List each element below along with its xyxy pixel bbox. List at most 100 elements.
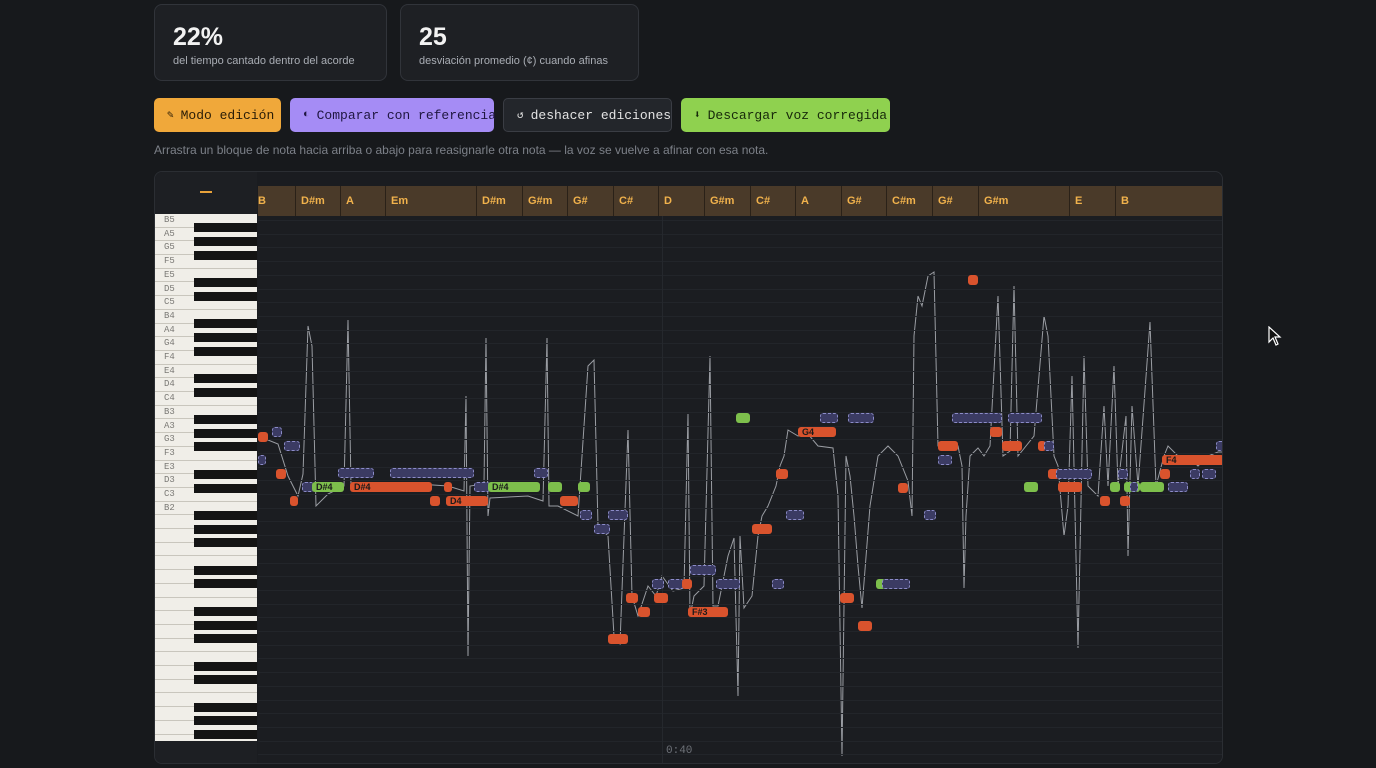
piano-key-label: G4 (164, 338, 175, 349)
piano-black-key[interactable] (194, 387, 257, 397)
chord-segment: G#m (522, 186, 567, 216)
undo-edits-button[interactable]: ↺ deshacer ediciones (503, 98, 672, 132)
piano-black-key[interactable] (194, 332, 257, 342)
pitch-editor[interactable]: B5 A5 G5 F5 E5 D5 C5 B4 A4 G4 F4 E4 D4 C4 B3 A3 G3 F3 E3 D3… (154, 171, 1223, 764)
semitone-gridline (258, 452, 1222, 454)
piano-white-key[interactable] (155, 680, 257, 694)
off-chord-note-block[interactable] (418, 482, 432, 492)
in-chord-note-block[interactable] (578, 482, 590, 492)
chord-segment: G# (567, 186, 613, 216)
off-chord-note-block[interactable]: F#3 (688, 607, 728, 617)
off-chord-note-block[interactable] (276, 469, 286, 479)
collapse-toggle[interactable] (200, 191, 212, 193)
piano-white-key[interactable]: C4 (155, 392, 257, 406)
piano-black-key[interactable] (194, 524, 257, 534)
off-chord-note-block[interactable] (968, 275, 978, 285)
piano-black-key[interactable] (194, 373, 257, 383)
chord-segment: G#m (704, 186, 750, 216)
piano-white-key[interactable]: F5 (155, 255, 257, 269)
piano-white-key[interactable]: F3 (155, 447, 257, 461)
off-chord-note-block[interactable] (290, 496, 298, 506)
piano-white-key[interactable] (155, 584, 257, 598)
piano-black-key[interactable] (194, 702, 257, 712)
piano-black-key[interactable] (194, 483, 257, 493)
off-chord-note-block[interactable]: F4 (1162, 455, 1222, 465)
off-chord-note-block[interactable] (626, 593, 638, 603)
time-gridline (662, 216, 663, 763)
piano-black-key[interactable] (194, 510, 257, 520)
in-chord-note-block[interactable]: D#4 (312, 482, 344, 492)
off-chord-note-block[interactable] (258, 432, 268, 442)
piano-black-key[interactable] (194, 250, 257, 260)
off-chord-note-block[interactable] (776, 469, 788, 479)
off-chord-note-block[interactable] (430, 496, 440, 506)
piano-black-key[interactable] (194, 538, 257, 548)
piano-black-key[interactable] (194, 236, 257, 246)
off-chord-note-block[interactable]: G4 (798, 427, 836, 437)
piano-black-key[interactable] (194, 675, 257, 685)
piano-black-key[interactable] (194, 469, 257, 479)
piano-black-key[interactable] (194, 565, 257, 575)
off-chord-note-block[interactable] (638, 607, 650, 617)
piano-black-key[interactable] (194, 606, 257, 616)
off-chord-note-block[interactable] (1038, 441, 1046, 451)
in-chord-note-block[interactable] (1140, 482, 1164, 492)
off-chord-note-block[interactable] (1048, 469, 1060, 479)
reference-note-block (1056, 469, 1092, 479)
in-chord-note-block[interactable] (736, 413, 750, 423)
off-chord-note-block[interactable] (990, 427, 1002, 437)
in-chord-note-block[interactable] (1024, 482, 1038, 492)
off-chord-note-block[interactable] (608, 634, 628, 644)
download-corrected-button[interactable]: ⬇ Descargar voz corregida (681, 98, 890, 132)
off-chord-note-block[interactable] (938, 441, 958, 451)
edit-mode-button[interactable]: ✎ Modo edición (154, 98, 281, 132)
piano-white-key[interactable]: F4 (155, 351, 257, 365)
off-chord-note-block[interactable]: D#4 (350, 482, 428, 492)
semitone-gridline (258, 233, 1222, 235)
piano-black-key[interactable] (194, 442, 257, 452)
off-chord-note-block[interactable] (898, 483, 908, 493)
off-chord-note-block[interactable] (444, 482, 452, 492)
piano-black-key[interactable] (194, 730, 257, 740)
semitone-gridline (258, 726, 1222, 728)
off-chord-note-block[interactable] (1100, 496, 1110, 506)
piano-black-key[interactable] (194, 716, 257, 726)
in-chord-note-block[interactable] (1110, 482, 1120, 492)
compare-reference-button[interactable]: ◐ Comparar con referencia (290, 98, 496, 132)
off-chord-note-block[interactable]: D4 (446, 496, 488, 506)
piano-black-key[interactable] (194, 319, 257, 329)
piano-keyboard[interactable]: B5 A5 G5 F5 E5 D5 C5 B4 A4 G4 F4 E4 D4 C4 B3 A3 G3 F3 E3 D3… (155, 214, 257, 749)
in-chord-note-block[interactable]: D#4 (488, 482, 540, 492)
in-chord-note-block[interactable] (548, 482, 562, 492)
piano-black-key[interactable] (194, 223, 257, 233)
off-chord-note-block[interactable] (1120, 496, 1130, 506)
piano-white-key[interactable] (155, 639, 257, 653)
piano-black-key[interactable] (194, 278, 257, 287)
piano-black-key[interactable] (194, 634, 257, 644)
off-chord-note-block[interactable] (1058, 482, 1082, 492)
off-chord-note-block[interactable] (682, 579, 692, 589)
semitone-gridline (258, 535, 1222, 537)
piano-white-key[interactable] (155, 543, 257, 557)
semitone-gridline (258, 261, 1222, 263)
piano-key-label: D4 (164, 379, 175, 390)
piano-key-label: A4 (164, 324, 175, 335)
piano-white-key[interactable]: C3 (155, 488, 257, 502)
piano-key-label: B4 (164, 310, 175, 321)
piano-black-key[interactable] (194, 579, 257, 589)
pitch-plot[interactable]: 0:40 D#4 D#4 D4 D#4 F#3 G4 F4 (258, 216, 1222, 763)
off-chord-note-block[interactable] (858, 621, 872, 631)
off-chord-note-block[interactable] (840, 593, 854, 603)
off-chord-note-block[interactable] (1002, 441, 1022, 451)
piano-black-key[interactable] (194, 428, 257, 438)
off-chord-note-block[interactable] (752, 524, 772, 534)
piano-black-key[interactable] (194, 661, 257, 671)
piano-black-key[interactable] (194, 291, 257, 301)
off-chord-note-block[interactable] (560, 496, 578, 506)
off-chord-note-block[interactable] (654, 593, 668, 603)
piano-white-key[interactable]: C5 (155, 296, 257, 310)
piano-black-key[interactable] (194, 620, 257, 630)
piano-black-key[interactable] (194, 346, 257, 356)
piano-black-key[interactable] (194, 415, 257, 424)
off-chord-note-block[interactable] (1160, 469, 1170, 479)
